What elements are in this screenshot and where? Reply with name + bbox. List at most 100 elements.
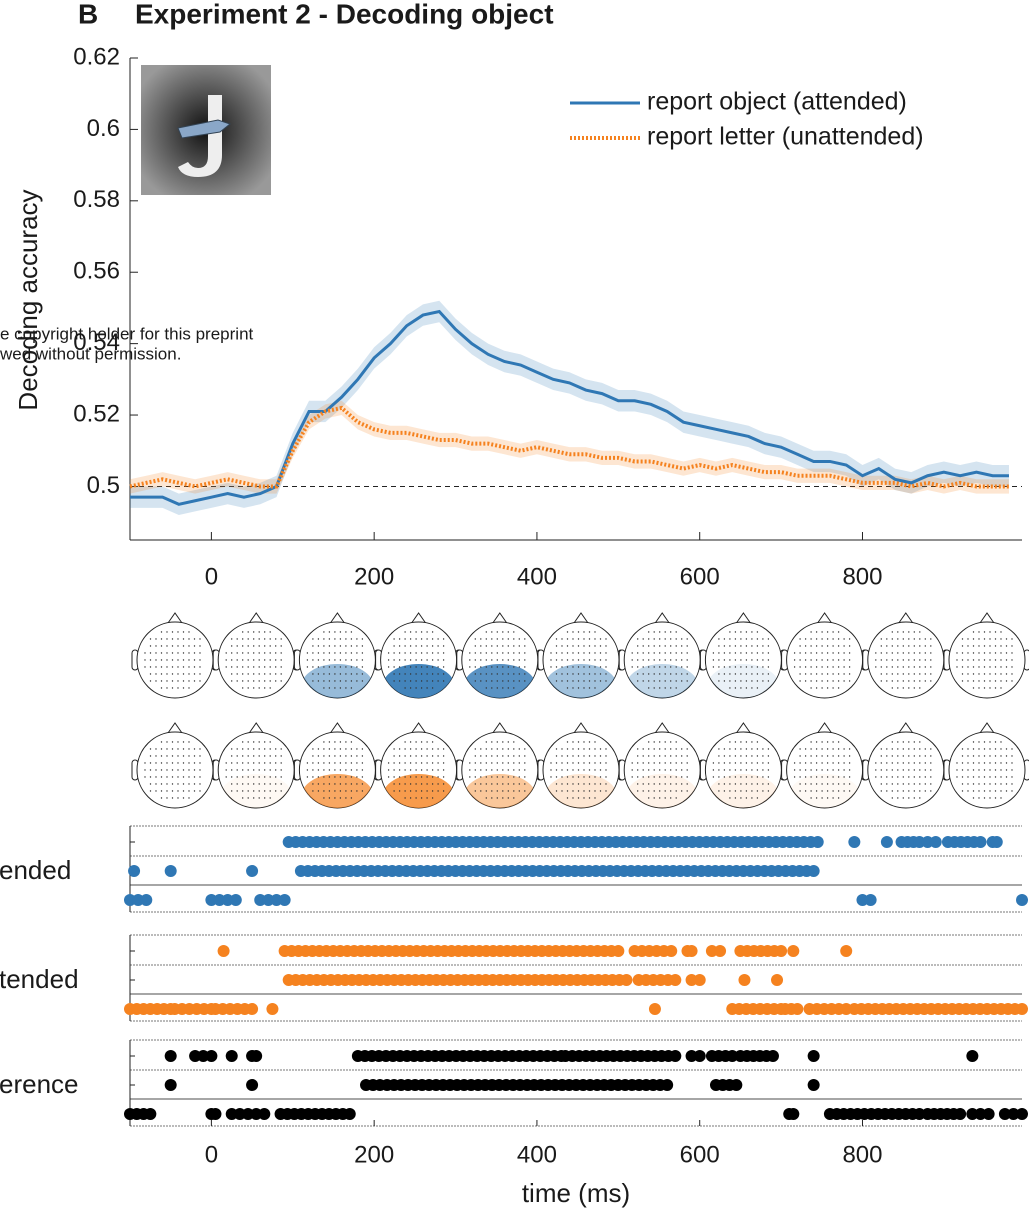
electrode <box>816 783 817 784</box>
significance-dot <box>344 1108 356 1120</box>
electrode <box>984 631 985 632</box>
electrode <box>881 666 882 667</box>
electrode <box>253 762 254 763</box>
electrode <box>729 687 730 688</box>
electrode <box>362 769 363 770</box>
electrode <box>475 776 476 777</box>
electrode <box>681 755 682 756</box>
electrode <box>583 652 584 653</box>
electrode <box>437 783 438 784</box>
electrode <box>751 687 752 688</box>
electrode <box>676 741 677 742</box>
electrode <box>199 748 200 749</box>
electrode <box>410 755 411 756</box>
electrode <box>681 790 682 791</box>
electrode <box>399 783 400 784</box>
electrode <box>919 776 920 777</box>
electrode <box>768 755 769 756</box>
electrode <box>665 748 666 749</box>
electrode <box>605 776 606 777</box>
electrode <box>681 769 682 770</box>
electrode <box>345 631 346 632</box>
topomap <box>619 613 705 708</box>
electrode <box>242 680 243 681</box>
electrode <box>735 666 736 667</box>
electrode <box>432 687 433 688</box>
electrode <box>469 652 470 653</box>
electrode <box>259 790 260 791</box>
electrode <box>318 638 319 639</box>
electrode <box>919 680 920 681</box>
electrode <box>919 652 920 653</box>
electrode <box>687 755 688 756</box>
electrode <box>989 755 990 756</box>
electrode <box>746 645 747 646</box>
electrode <box>486 687 487 688</box>
electrode <box>362 680 363 681</box>
electrode <box>729 680 730 681</box>
electrode <box>194 666 195 667</box>
electrode <box>166 673 167 674</box>
electrode <box>762 783 763 784</box>
electrode <box>892 790 893 791</box>
electrode <box>757 790 758 791</box>
electrode <box>486 645 487 646</box>
electrode <box>1011 666 1012 667</box>
panel-label: tended <box>0 964 79 994</box>
electrode <box>231 776 232 777</box>
electrode <box>393 666 394 667</box>
electrode <box>724 783 725 784</box>
electrode <box>161 673 162 674</box>
electrode <box>567 755 568 756</box>
electrode <box>925 783 926 784</box>
electrode <box>237 748 238 749</box>
electrode <box>676 680 677 681</box>
electrode <box>654 631 655 632</box>
electrode <box>799 783 800 784</box>
electrode <box>556 790 557 791</box>
electrode <box>524 748 525 749</box>
electrode <box>735 673 736 674</box>
electrode <box>199 776 200 777</box>
electrode <box>659 638 660 639</box>
electrode <box>659 680 660 681</box>
electrode <box>827 659 828 660</box>
electrode <box>275 755 276 756</box>
electrode <box>410 638 411 639</box>
electrode <box>572 680 573 681</box>
electrode <box>578 638 579 639</box>
electrode <box>897 762 898 763</box>
electrode <box>248 631 249 632</box>
electrode <box>978 673 979 674</box>
electrode <box>881 638 882 639</box>
electrode <box>670 652 671 653</box>
electrode <box>816 673 817 674</box>
electrode <box>897 790 898 791</box>
electrode <box>881 769 882 770</box>
electrode <box>827 687 828 688</box>
electrode <box>740 776 741 777</box>
electrode <box>270 783 271 784</box>
electrode <box>805 673 806 674</box>
electrode <box>724 673 725 674</box>
electrode <box>144 762 145 763</box>
electrode <box>637 790 638 791</box>
electrode <box>956 659 957 660</box>
electrode <box>502 741 503 742</box>
electrode <box>524 762 525 763</box>
electrode <box>572 638 573 639</box>
electrode <box>556 755 557 756</box>
electrode <box>318 769 319 770</box>
electrode <box>594 755 595 756</box>
electrode <box>914 638 915 639</box>
electrode <box>275 673 276 674</box>
electrode <box>799 769 800 770</box>
electrode <box>508 769 509 770</box>
electrode <box>177 659 178 660</box>
electrode <box>978 659 979 660</box>
electrode <box>768 748 769 749</box>
electrode <box>810 687 811 688</box>
electrode <box>248 687 249 688</box>
electrode <box>718 645 719 646</box>
electrode <box>155 762 156 763</box>
